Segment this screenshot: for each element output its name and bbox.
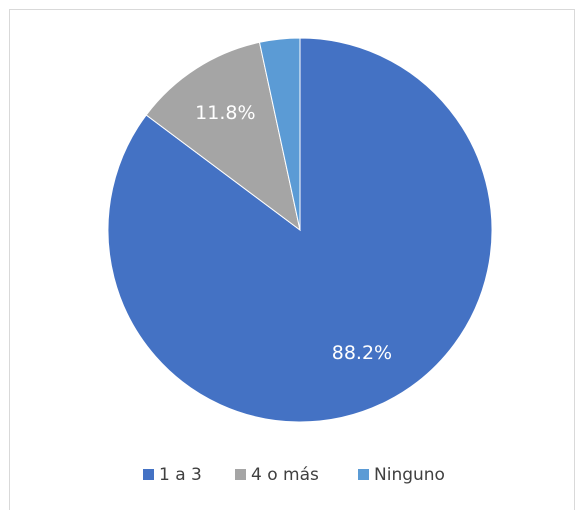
legend-swatch: [235, 469, 246, 480]
pie-slice: [258, 37, 301, 231]
pie-slice: [145, 41, 301, 232]
legend-label: 4 o más: [251, 465, 319, 485]
legend-label: Ninguno: [374, 465, 445, 485]
legend-swatch: [358, 469, 369, 480]
data-label: 11.8%: [195, 102, 255, 124]
data-label: 88.2%: [332, 342, 392, 364]
legend-swatch: [143, 469, 154, 480]
legend-label: 1 a 3: [159, 465, 202, 485]
